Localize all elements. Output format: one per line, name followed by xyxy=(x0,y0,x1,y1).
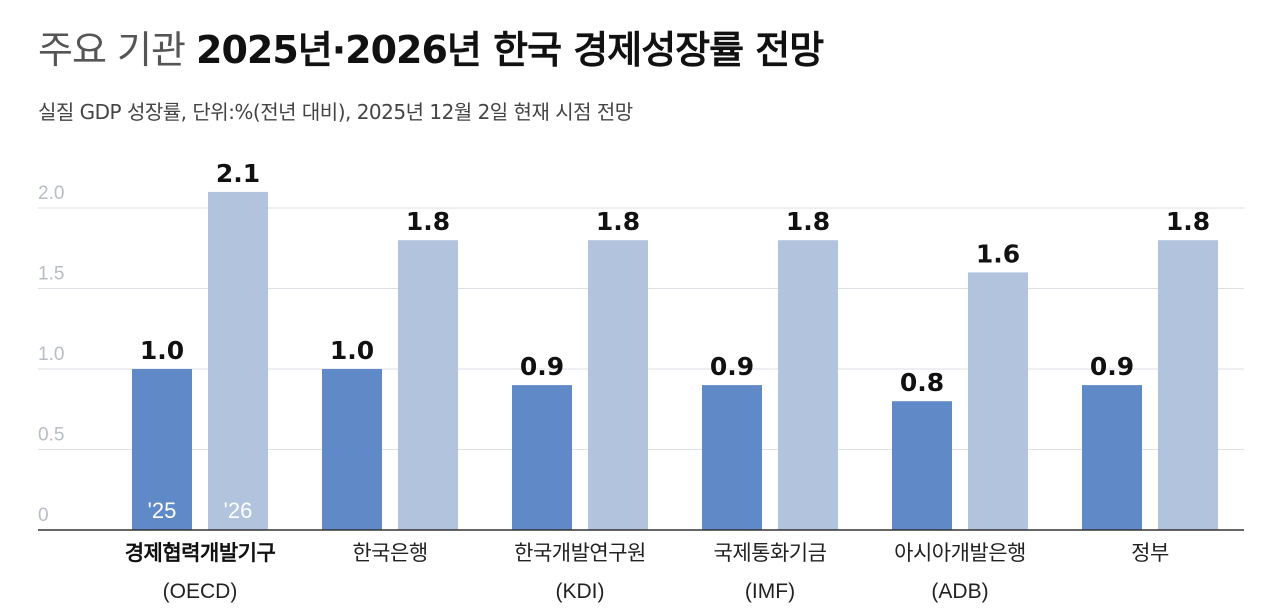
bar-2025 xyxy=(322,369,382,530)
bar-2025 xyxy=(512,385,572,530)
data-label: 1.8 xyxy=(1166,207,1210,236)
category-label: 정부 xyxy=(1131,541,1169,565)
y-tick-label: 1.5 xyxy=(38,264,64,285)
category-abbr: (ADB) xyxy=(931,580,988,603)
y-tick-label: 2.0 xyxy=(38,183,64,204)
category-abbr: (IMF) xyxy=(745,580,795,603)
category-label: 한국은행 xyxy=(352,541,427,565)
bar-2025 xyxy=(892,401,952,530)
chart-title: 주요 기관 2025년·2026년 한국 경제성장률 전망 xyxy=(38,26,824,74)
bar-2025 xyxy=(702,385,762,530)
data-label: 0.9 xyxy=(710,352,754,381)
data-label: 0.9 xyxy=(520,352,564,381)
data-label: 2.1 xyxy=(216,159,260,188)
category-label: 아시아개발은행 xyxy=(894,541,1026,565)
series-label: '26 xyxy=(224,498,253,523)
data-label: 1.8 xyxy=(786,207,830,236)
data-label: 1.0 xyxy=(140,336,184,365)
y-tick-label: 0.5 xyxy=(38,425,64,446)
y-tick-label: 0 xyxy=(38,505,49,526)
data-label: 0.8 xyxy=(900,368,944,397)
data-label: 1.0 xyxy=(330,336,374,365)
y-tick-label: 1.0 xyxy=(38,344,64,365)
title-main: 2025년·2026년 한국 경제성장률 전망 xyxy=(196,28,824,72)
bar-2026 xyxy=(588,240,648,530)
data-label: 1.8 xyxy=(596,207,640,236)
data-label: 1.8 xyxy=(406,207,450,236)
category-label: 한국개발연구원 xyxy=(514,541,646,565)
bar-2026 xyxy=(1158,240,1218,530)
category-abbr: (OECD) xyxy=(163,580,238,603)
bar-2026 xyxy=(778,240,838,530)
bar-2025 xyxy=(1082,385,1142,530)
bar-2026 xyxy=(398,240,458,530)
bar-2026 xyxy=(968,272,1028,530)
bar-2026 xyxy=(208,191,268,530)
category-label: 경제협력개발기구 xyxy=(125,541,276,565)
category-label: 국제통화기금 xyxy=(714,541,827,565)
category-abbr: (KDI) xyxy=(556,580,605,603)
title-prefix: 주요 기관 xyxy=(38,28,186,72)
series-label: '25 xyxy=(148,498,177,523)
bar-2025 xyxy=(132,369,192,530)
data-label: 0.9 xyxy=(1090,352,1134,381)
data-label: 1.6 xyxy=(976,239,1020,268)
chart-subtitle: 실질 GDP 성장률, 단위:%(전년 대비), 2025년 12월 2일 현재… xyxy=(38,100,633,124)
